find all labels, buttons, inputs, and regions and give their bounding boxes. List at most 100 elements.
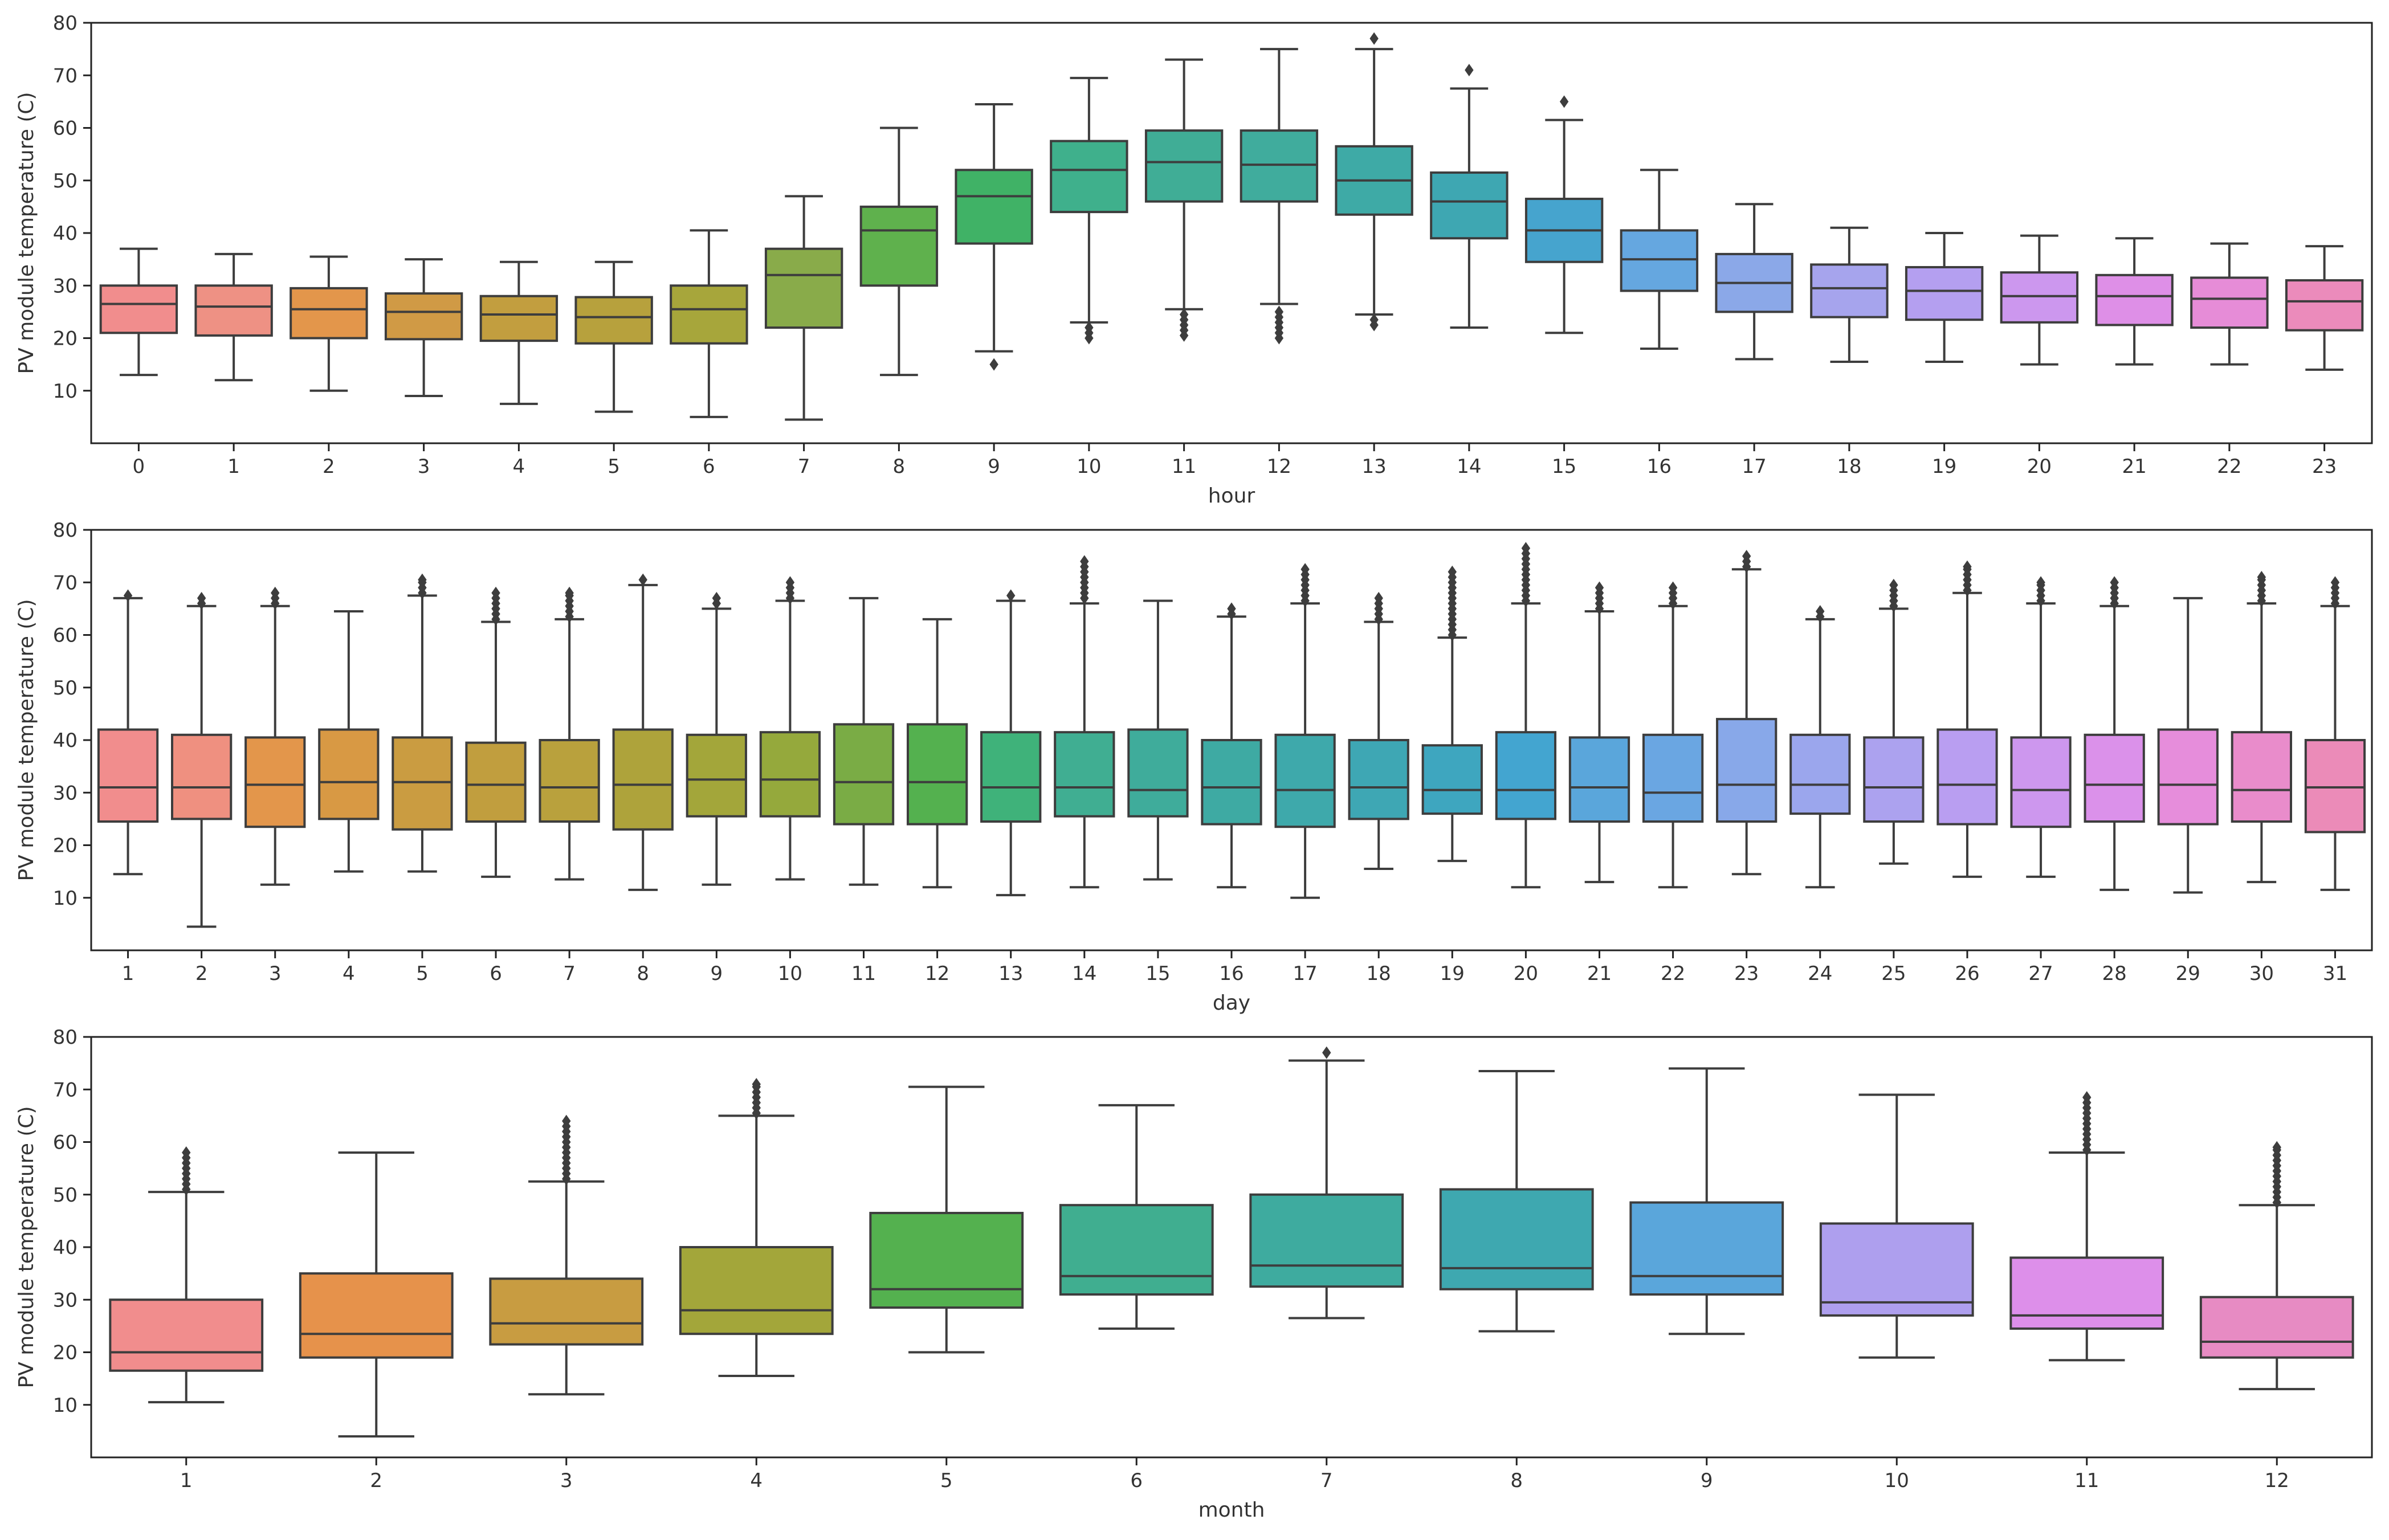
outlier-point <box>491 586 500 599</box>
outlier-point <box>752 1078 761 1091</box>
iqr-box <box>1789 733 1851 815</box>
hour-boxplot-panel: 10 20 30 40 50 60 70 80 PV module temperature (C… <box>0 0 2389 507</box>
x-tick-label: 14 <box>1072 962 1096 985</box>
iqr-box <box>2231 731 2292 823</box>
box-day-24 <box>1789 604 1851 889</box>
outlier-point <box>1448 565 1457 578</box>
box-month-12 <box>2199 1141 2354 1391</box>
x-tick-label: 23 <box>2312 455 2337 478</box>
x-tick-label: 5 <box>608 455 620 478</box>
iqr-box <box>833 723 895 826</box>
x-tick-label: 12 <box>925 962 949 985</box>
outlier-point <box>1668 581 1678 594</box>
x-tick-label: 18 <box>1367 962 1391 985</box>
x-tick-label: 12 <box>2265 1469 2289 1492</box>
x-tick-label: 8 <box>1510 1469 1523 1492</box>
y-tick-label: 70 <box>53 1079 78 1101</box>
iqr-box <box>1863 736 1925 823</box>
box-day-31 <box>2304 576 2366 891</box>
iqr-box <box>2010 736 2072 828</box>
y-axis-label: PV module temperature (C) <box>15 599 38 881</box>
x-tick-label: 17 <box>1293 962 1317 985</box>
x-tick-label: 4 <box>513 455 525 478</box>
iqr-box <box>171 733 233 820</box>
iqr-box <box>194 284 273 337</box>
box-hour-13 <box>1335 32 1413 332</box>
box-day-18 <box>1348 591 1409 871</box>
box-month-1 <box>109 1146 264 1404</box>
box-hour-14 <box>1430 64 1509 329</box>
outlier-point <box>1963 560 1972 573</box>
outlier-point <box>1374 591 1383 604</box>
y-tick-label: 60 <box>53 1131 78 1154</box>
box-month-7 <box>1249 1046 1404 1320</box>
box-day-19 <box>1421 565 1483 863</box>
y-tick-label: 10 <box>53 380 78 403</box>
iqr-box <box>1620 229 1699 292</box>
iqr-box <box>318 728 380 820</box>
iqr-box <box>1439 1188 1594 1290</box>
x-tick-label: 16 <box>1219 962 1244 985</box>
iqr-box <box>1274 733 1336 828</box>
box-day-17 <box>1274 563 1336 899</box>
x-tick-label: 8 <box>637 962 649 985</box>
outlier-point <box>1179 308 1189 321</box>
outlier-point <box>1521 542 1531 555</box>
x-tick-label: 17 <box>1742 455 1766 478</box>
iqr-box <box>670 284 748 345</box>
iqr-box <box>2084 733 2145 823</box>
x-axis-label: day <box>1213 991 1250 1014</box>
iqr-box <box>290 287 368 340</box>
box-month-8 <box>1439 1069 1594 1333</box>
iqr-box <box>1905 265 1984 321</box>
x-tick-label: 3 <box>269 962 282 985</box>
box-day-4 <box>318 610 380 873</box>
iqr-box <box>1054 731 1115 818</box>
box-month-11 <box>2009 1091 2164 1362</box>
box-day-5 <box>392 573 453 873</box>
iqr-box <box>1568 736 1630 823</box>
x-tick-label: 31 <box>2323 962 2347 985</box>
x-tick-label: 2 <box>195 962 208 985</box>
box-day-28 <box>2084 576 2145 891</box>
x-tick-label: 9 <box>1701 1469 1713 1492</box>
x-tick-label: 30 <box>2249 962 2274 985</box>
box-hour-4 <box>479 260 558 405</box>
x-tick-label: 13 <box>1361 455 1386 478</box>
y-tick-label: 50 <box>53 677 78 700</box>
box-day-12 <box>906 618 968 889</box>
outlier-point <box>989 358 998 371</box>
outlier-point <box>562 1114 571 1128</box>
x-tick-label: 10 <box>778 962 802 985</box>
x-tick-label: 2 <box>323 455 335 478</box>
y-tick-label: 70 <box>53 571 78 594</box>
iqr-box <box>1430 171 1509 240</box>
y-tick-label: 80 <box>53 1026 78 1049</box>
box-month-10 <box>1819 1093 1974 1359</box>
x-tick-label: 12 <box>1267 455 1291 478</box>
x-tick-label: 18 <box>1837 455 1861 478</box>
y-tick-label: 50 <box>53 1184 78 1207</box>
x-tick-label: 1 <box>227 455 240 478</box>
iqr-box <box>980 731 1042 823</box>
box-day-20 <box>1495 542 1557 889</box>
outlier-point <box>1301 563 1310 576</box>
x-tick-label: 3 <box>418 455 430 478</box>
iqr-box <box>1421 744 1483 815</box>
x-tick-label: 24 <box>1808 962 1832 985</box>
iqr-box <box>1937 728 1998 826</box>
iqr-box <box>1201 739 1262 826</box>
box-day-23 <box>1716 550 1778 876</box>
box-month-2 <box>299 1151 454 1438</box>
x-tick-label: 21 <box>1587 962 1612 985</box>
outlier-point <box>1559 95 1569 108</box>
x-tick-label: 7 <box>798 455 810 478</box>
iqr-box <box>2000 271 2079 324</box>
outlier-point <box>123 589 133 602</box>
box-hour-15 <box>1524 95 1604 334</box>
iqr-box <box>1810 263 1889 318</box>
y-tick-label: 60 <box>53 117 78 140</box>
box-day-9 <box>686 591 747 886</box>
